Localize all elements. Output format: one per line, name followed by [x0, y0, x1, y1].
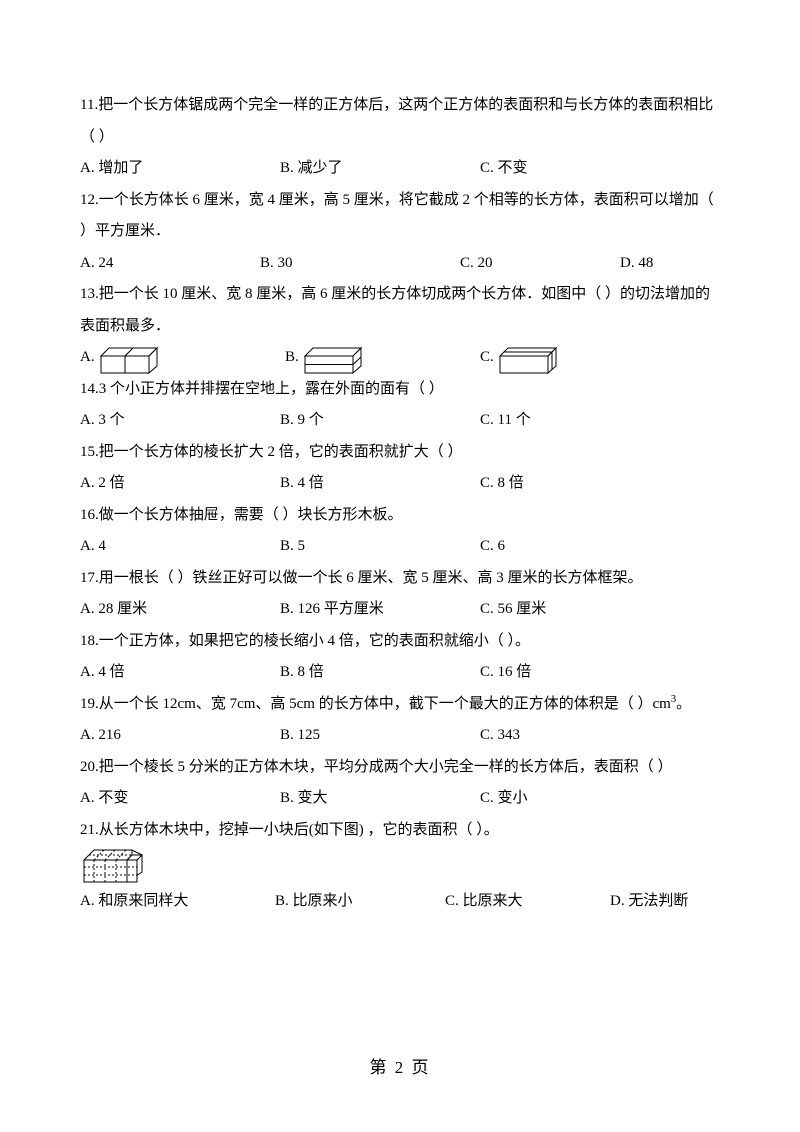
q11-options: A. 增加了 B. 减少了 C. 不变 [80, 153, 720, 185]
q17-text: 17.用一根长（ ）铁丝正好可以做一个长 6 厘米、宽 5 厘米、高 3 厘米的… [80, 563, 720, 595]
q20-opt-a: A. 不变 [80, 783, 280, 815]
q13-diagram-a [99, 346, 159, 374]
q21-text: 21.从长方体木块中，挖掉一小块后(如下图) ，它的表面积（ ）。 [80, 815, 720, 847]
q21-opt-d: D. 无法判断 [610, 886, 688, 918]
q20-options: A. 不变 B. 变大 C. 变小 [80, 783, 720, 815]
q12-opt-b: B. 30 [260, 248, 460, 280]
q14-opt-b: B. 9 个 [280, 405, 480, 437]
q13-diagram-b [303, 346, 363, 374]
q21-opt-a: A. 和原来同样大 [80, 886, 275, 918]
q11-opt-c: C. 不变 [480, 153, 528, 185]
q17-opt-c: C. 56 厘米 [480, 594, 546, 626]
q19-opt-a: A. 216 [80, 720, 280, 752]
q13-opt-b-label: B. [285, 342, 299, 374]
q13-opt-c: C. [480, 342, 558, 374]
q15-options: A. 2 倍 B. 4 倍 C. 8 倍 [80, 468, 720, 500]
q14-opt-a: A. 3 个 [80, 405, 280, 437]
q16-text: 16.做一个长方体抽屉，需要（ ）块长方形木板。 [80, 500, 720, 532]
q16-opt-b: B. 5 [280, 531, 480, 563]
q19-options: A. 216 B. 125 C. 343 [80, 720, 720, 752]
q13-opt-b: B. [285, 342, 480, 374]
q14-options: A. 3 个 B. 9 个 C. 11 个 [80, 405, 720, 437]
page-footer: 第 2 页 [0, 1050, 800, 1086]
q11-opt-b: B. 减少了 [280, 153, 480, 185]
q16-opt-a: A. 4 [80, 531, 280, 563]
q12-options: A. 24 B. 30 C. 20 D. 48 [80, 248, 720, 280]
q13-diagram-c [498, 346, 558, 374]
q19-text: 19.从一个长 12cm、宽 7cm、高 5cm 的长方体中，截下一个最大的正方… [80, 689, 720, 721]
q20-opt-c: C. 变小 [480, 783, 528, 815]
q17-options: A. 28 厘米 B. 126 平方厘米 C. 56 厘米 [80, 594, 720, 626]
q15-text: 15.把一个长方体的棱长扩大 2 倍，它的表面积就扩大（ ） [80, 437, 720, 469]
q18-opt-b: B. 8 倍 [280, 657, 480, 689]
q16-options: A. 4 B. 5 C. 6 [80, 531, 720, 563]
q21-opt-b: B. 比原来小 [275, 886, 445, 918]
q12-opt-c: C. 20 [460, 248, 620, 280]
q15-opt-b: B. 4 倍 [280, 468, 480, 500]
q12-text: 12.一个长方体长 6 厘米，宽 4 厘米，高 5 厘米，将它截成 2 个相等的… [80, 185, 720, 248]
q17-opt-b: B. 126 平方厘米 [280, 594, 480, 626]
q16-opt-c: C. 6 [480, 531, 505, 563]
q14-text: 14.3 个小正方体并排摆在空地上，露在外面的面有（ ） [80, 374, 720, 406]
q13-text: 13.把一个长 10 厘米、宽 8 厘米，高 6 厘米的长方体切成两个长方体．如… [80, 279, 720, 342]
q12-opt-d: D. 48 [620, 248, 653, 280]
q15-opt-c: C. 8 倍 [480, 468, 524, 500]
q11-text: 11.把一个长方体锯成两个完全一样的正方体后，这两个正方体的表面积和与长方体的表… [80, 90, 720, 153]
q12-opt-a: A. 24 [80, 248, 260, 280]
q13-opt-a-label: A. [80, 342, 95, 374]
q17-opt-a: A. 28 厘米 [80, 594, 280, 626]
q18-opt-c: C. 16 倍 [480, 657, 531, 689]
q18-opt-a: A. 4 倍 [80, 657, 280, 689]
q21-options: A. 和原来同样大 B. 比原来小 C. 比原来大 D. 无法判断 [80, 886, 720, 918]
q20-opt-b: B. 变大 [280, 783, 480, 815]
q19-opt-b: B. 125 [280, 720, 480, 752]
q21-opt-c: C. 比原来大 [445, 886, 610, 918]
q14-opt-c: C. 11 个 [480, 405, 531, 437]
q13-opt-c-label: C. [480, 342, 494, 374]
q15-opt-a: A. 2 倍 [80, 468, 280, 500]
q13-options: A. B. C. [80, 342, 720, 374]
q19-opt-c: C. 343 [480, 720, 520, 752]
q18-options: A. 4 倍 B. 8 倍 C. 16 倍 [80, 657, 720, 689]
q20-text: 20.把一个棱长 5 分米的正方体木块，平均分成两个大小完全一样的长方体后，表面… [80, 752, 720, 784]
q11-opt-a: A. 增加了 [80, 153, 280, 185]
q21-diagram [80, 848, 144, 884]
q19-text-post: 。 [676, 696, 691, 712]
q13-opt-a: A. [80, 342, 285, 374]
q18-text: 18.一个正方体，如果把它的棱长缩小 4 倍，它的表面积就缩小（ ）。 [80, 626, 720, 658]
q19-text-pre: 19.从一个长 12cm、宽 7cm、高 5cm 的长方体中，截下一个最大的正方… [80, 696, 671, 712]
